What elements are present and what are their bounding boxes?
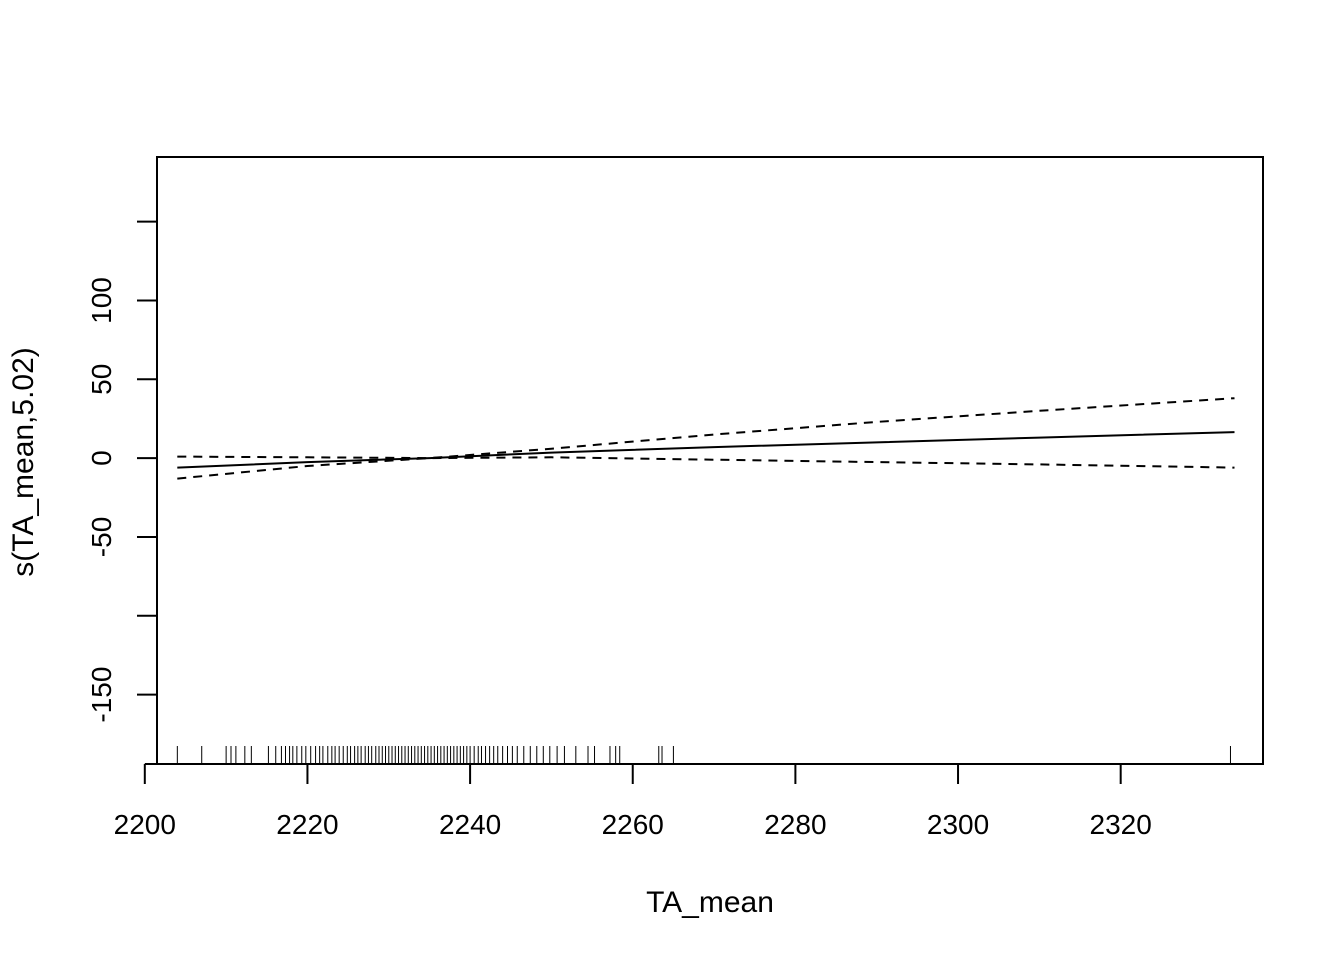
y-tick-label: -50 [86,517,117,557]
y-tick-label: 50 [86,364,117,395]
rug-marks [176,746,1231,764]
x-tick-label: 2320 [1090,809,1152,840]
x-axis: 2200 2220 2240 2260 2280 2300 2320 [114,763,1152,840]
lower-band-line [177,456,1235,480]
x-tick-label: 2300 [927,809,989,840]
y-tick-label: 0 [86,450,117,466]
x-tick-label: 2220 [276,809,338,840]
x-tick-label: 2200 [114,809,176,840]
y-tick-label: -150 [86,667,117,723]
fit-line [177,431,1235,469]
x-axis-label: TA_mean [646,886,774,919]
x-tick-label: 2240 [439,809,501,840]
series-lines [177,397,1235,480]
y-axis: -150 -50 0 50 100 [86,220,158,723]
upper-band-line [177,397,1235,460]
x-tick-label: 2280 [764,809,826,840]
y-axis-label: s(TA_mean,5.02) [7,347,40,577]
x-tick-label: 2260 [602,809,664,840]
y-tick-label: 100 [86,277,117,324]
